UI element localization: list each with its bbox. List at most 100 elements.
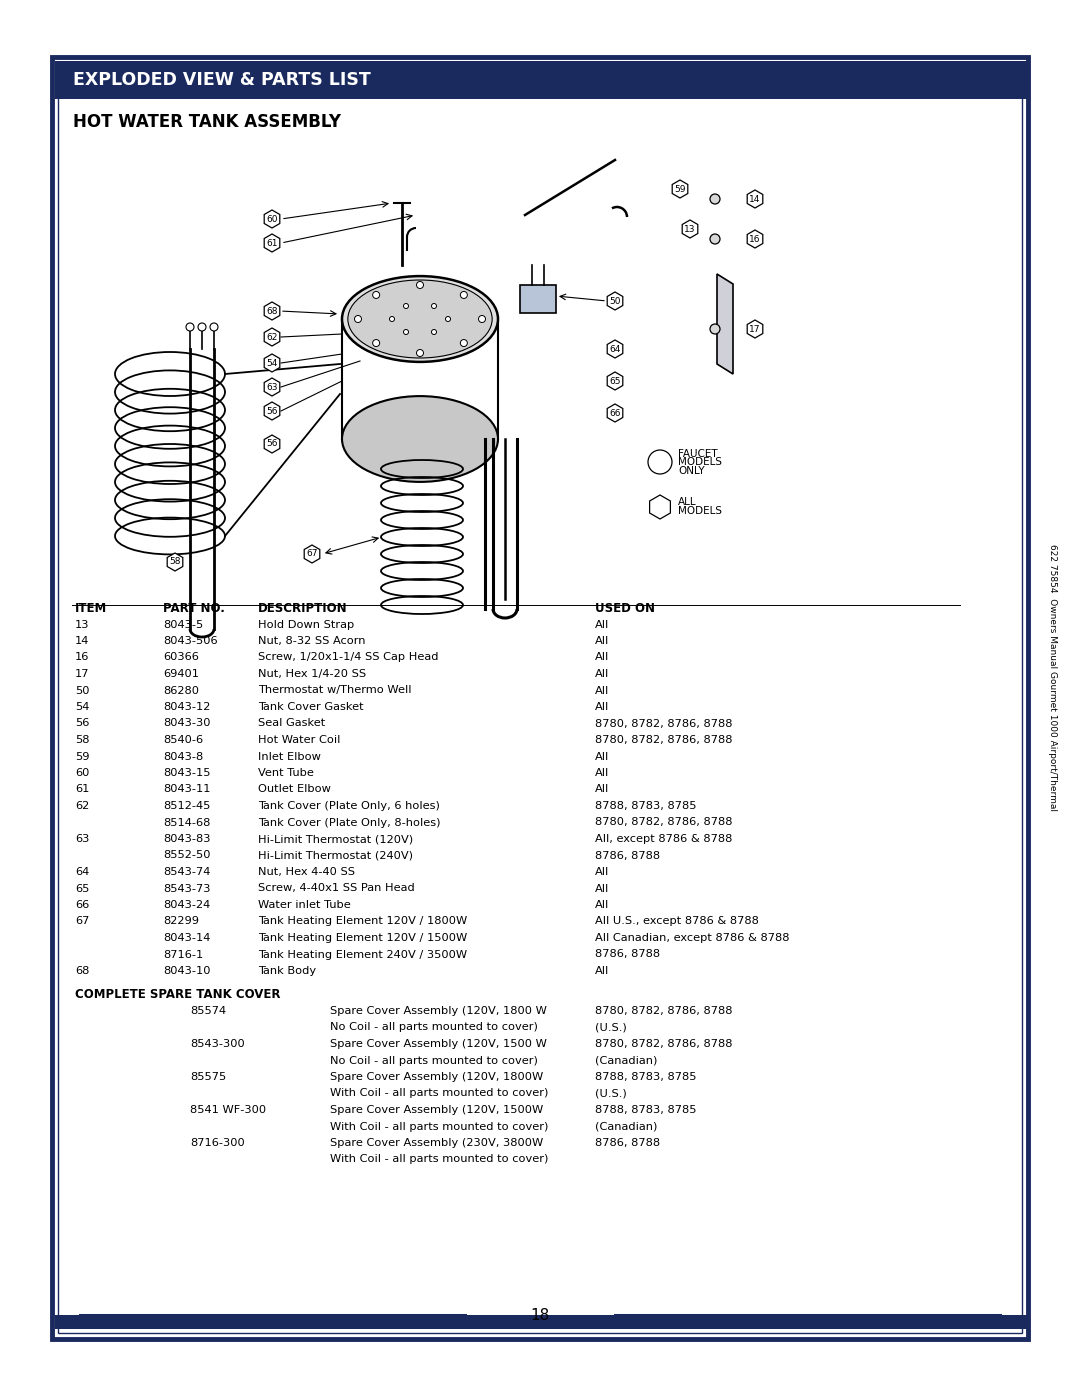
Text: 65: 65 [609, 377, 621, 386]
Text: 60: 60 [75, 768, 90, 778]
Text: EXPLODED VIEW & PARTS LIST: EXPLODED VIEW & PARTS LIST [73, 71, 370, 89]
Text: 8786, 8788: 8786, 8788 [595, 851, 660, 861]
Text: 66: 66 [75, 900, 90, 909]
Text: HOT WATER TANK ASSEMBLY: HOT WATER TANK ASSEMBLY [73, 113, 341, 131]
Text: FAUCET: FAUCET [678, 448, 717, 460]
Text: 64: 64 [609, 345, 621, 353]
Text: All: All [595, 785, 609, 795]
Text: 8043-5: 8043-5 [163, 619, 203, 630]
Circle shape [478, 316, 486, 323]
Text: All, except 8786 & 8788: All, except 8786 & 8788 [595, 834, 732, 844]
Text: 56: 56 [267, 440, 278, 448]
Text: 86280: 86280 [163, 686, 199, 696]
Text: All: All [595, 900, 609, 909]
Text: Inlet Elbow: Inlet Elbow [258, 752, 321, 761]
Polygon shape [747, 231, 762, 249]
Text: No Coil - all parts mounted to cover): No Coil - all parts mounted to cover) [330, 1023, 538, 1032]
Text: Spare Cover Assembly (120V, 1800W: Spare Cover Assembly (120V, 1800W [330, 1071, 543, 1083]
Text: 63: 63 [267, 383, 278, 391]
Text: All: All [595, 636, 609, 645]
Text: 8043-83: 8043-83 [163, 834, 211, 844]
Circle shape [373, 292, 380, 299]
Text: 8788, 8783, 8785: 8788, 8783, 8785 [595, 1105, 697, 1115]
Text: 68: 68 [267, 306, 278, 316]
Bar [519, 285, 556, 313]
Text: 50: 50 [75, 686, 90, 696]
Text: Tank Cover (Plate Only, 6 holes): Tank Cover (Plate Only, 6 holes) [258, 800, 440, 812]
Text: Spare Cover Assembly (120V, 1500W: Spare Cover Assembly (120V, 1500W [330, 1105, 543, 1115]
Circle shape [432, 303, 436, 309]
Text: (U.S.): (U.S.) [595, 1023, 626, 1032]
Text: MODELS: MODELS [678, 457, 723, 467]
Text: 8043-12: 8043-12 [163, 703, 211, 712]
Text: Spare Cover Assembly (120V, 1500 W: Spare Cover Assembly (120V, 1500 W [330, 1039, 546, 1049]
Text: Seal Gasket: Seal Gasket [258, 718, 325, 728]
Text: Tank Heating Element 240V / 3500W: Tank Heating Element 240V / 3500W [258, 950, 468, 960]
Polygon shape [683, 219, 698, 237]
Polygon shape [607, 372, 623, 390]
Text: Hold Down Strap: Hold Down Strap [258, 619, 354, 630]
Circle shape [432, 330, 436, 334]
Text: (Canadian): (Canadian) [595, 1056, 658, 1066]
Text: 8716-1: 8716-1 [163, 950, 203, 960]
Polygon shape [747, 320, 762, 338]
Polygon shape [649, 495, 671, 520]
Circle shape [710, 235, 720, 244]
Text: 68: 68 [75, 965, 90, 977]
Circle shape [354, 316, 362, 323]
Ellipse shape [342, 277, 498, 362]
Circle shape [460, 339, 468, 346]
Text: 16: 16 [75, 652, 90, 662]
Polygon shape [672, 180, 688, 198]
Text: 8716-300: 8716-300 [190, 1139, 245, 1148]
Polygon shape [265, 379, 280, 395]
Circle shape [390, 317, 394, 321]
Text: 60: 60 [267, 215, 278, 224]
Text: All: All [595, 868, 609, 877]
Text: USED ON: USED ON [595, 602, 654, 615]
Text: 85575: 85575 [190, 1071, 226, 1083]
Text: All: All [595, 883, 609, 894]
Text: 82299: 82299 [163, 916, 199, 926]
Text: With Coil - all parts mounted to cover): With Coil - all parts mounted to cover) [330, 1088, 549, 1098]
Text: No Coil - all parts mounted to cover): No Coil - all parts mounted to cover) [330, 1056, 538, 1066]
Text: 61: 61 [267, 239, 278, 247]
Text: 8788, 8783, 8785: 8788, 8783, 8785 [595, 800, 697, 812]
Text: 8540-6: 8540-6 [163, 735, 203, 745]
Text: Tank Heating Element 120V / 1500W: Tank Heating Element 120V / 1500W [258, 933, 468, 943]
Text: All Canadian, except 8786 & 8788: All Canadian, except 8786 & 8788 [595, 933, 789, 943]
Bar [58, 63, 1022, 1333]
Text: 8543-74: 8543-74 [163, 868, 211, 877]
Text: 8780, 8782, 8786, 8788: 8780, 8782, 8786, 8788 [595, 735, 732, 745]
Text: 8788, 8783, 8785: 8788, 8783, 8785 [595, 1071, 697, 1083]
Text: MODELS: MODELS [678, 506, 723, 515]
Bar [55, 61, 1028, 99]
Text: 17: 17 [75, 669, 90, 679]
Text: 8780, 8782, 8786, 8788: 8780, 8782, 8786, 8788 [595, 1039, 732, 1049]
Polygon shape [607, 292, 623, 310]
Text: With Coil - all parts mounted to cover): With Coil - all parts mounted to cover) [330, 1122, 549, 1132]
Text: 14: 14 [75, 636, 90, 645]
Circle shape [446, 317, 450, 321]
Text: Water inlet Tube: Water inlet Tube [258, 900, 351, 909]
Text: 8512-45: 8512-45 [163, 800, 211, 812]
Circle shape [404, 330, 408, 334]
Text: PART NO.: PART NO. [163, 602, 225, 615]
Text: 58: 58 [75, 735, 90, 745]
Text: Spare Cover Assembly (120V, 1800 W: Spare Cover Assembly (120V, 1800 W [330, 1006, 546, 1016]
Text: (Canadian): (Canadian) [595, 1122, 658, 1132]
Circle shape [404, 303, 408, 309]
Text: 8043-506: 8043-506 [163, 636, 218, 645]
Text: 59: 59 [674, 184, 686, 194]
Polygon shape [607, 339, 623, 358]
Circle shape [460, 292, 468, 299]
Text: 8780, 8782, 8786, 8788: 8780, 8782, 8786, 8788 [595, 817, 732, 827]
Text: ALL: ALL [678, 497, 697, 507]
Text: 66: 66 [609, 408, 621, 418]
Text: Nut, Hex 4-40 SS: Nut, Hex 4-40 SS [258, 868, 355, 877]
Polygon shape [265, 402, 280, 420]
Text: 18: 18 [530, 1308, 550, 1323]
Text: Hi-Limit Thermostat (240V): Hi-Limit Thermostat (240V) [258, 851, 413, 861]
Circle shape [710, 194, 720, 204]
Circle shape [210, 323, 218, 331]
